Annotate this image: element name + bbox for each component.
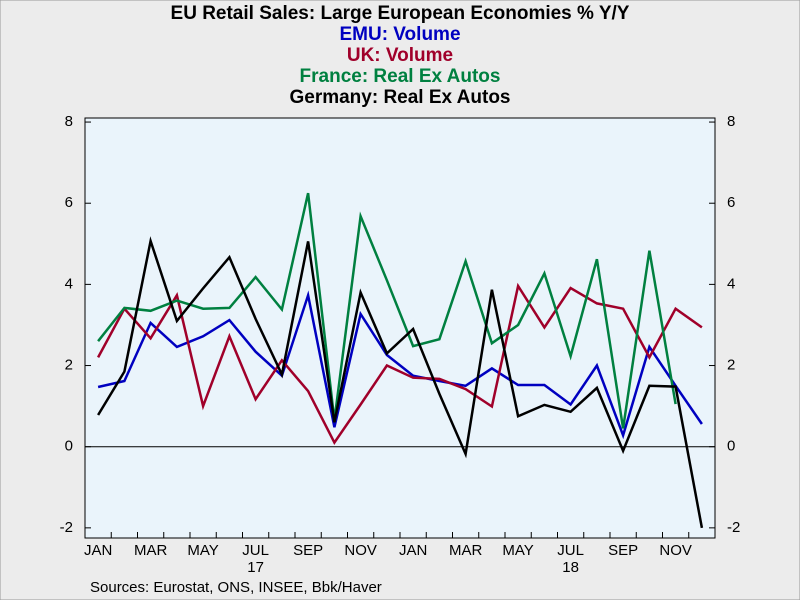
y-tick-label: 6 — [65, 194, 73, 211]
x-tick-label: MAR — [134, 542, 168, 559]
x-tick-label: JUL — [557, 542, 584, 559]
x-tick-label: SEP — [293, 542, 323, 559]
x-tick-label: MAY — [502, 542, 533, 559]
x-tick-label: SEP — [608, 542, 638, 559]
x-tick-label: JUL — [242, 542, 269, 559]
x-tick-label: MAR — [449, 542, 483, 559]
x-tick-label: NOV — [659, 542, 692, 559]
year-label: 18 — [562, 559, 579, 576]
y2-tick-label: 4 — [727, 275, 735, 292]
legend-entry: UK: Volume — [347, 45, 453, 66]
y-tick-label: 8 — [65, 113, 73, 130]
series-line — [97, 236, 704, 529]
y2-tick-label: 6 — [727, 194, 735, 211]
legend-entry: France: Real Ex Autos — [300, 66, 501, 87]
x-tick-label: JAN — [399, 542, 427, 559]
y-tick-label: 4 — [65, 275, 73, 292]
y-tick-label: 0 — [65, 438, 73, 455]
series-line — [97, 282, 703, 446]
legend-entry: EMU: Volume — [339, 24, 460, 45]
y2-tick-label: 0 — [727, 438, 735, 455]
y-tick-label: 2 — [65, 357, 73, 374]
y-tick-label: -2 — [60, 519, 73, 536]
series-line — [97, 192, 677, 429]
x-tick-label: NOV — [344, 542, 377, 559]
y2-tick-label: 2 — [727, 357, 735, 374]
y2-tick-label: -2 — [727, 519, 740, 536]
y2-tick-label: 8 — [727, 113, 735, 130]
legend-entry: Germany: Real Ex Autos — [289, 87, 510, 108]
series-line — [97, 290, 703, 440]
x-tick-label: JAN — [84, 542, 112, 559]
source: Sources: Eurostat, ONS, INSEE, Bbk/Haver — [90, 579, 382, 596]
plot-area — [84, 117, 716, 539]
year-label: 17 — [247, 559, 264, 576]
chart-title: EU Retail Sales: Large European Economie… — [171, 3, 630, 24]
x-tick-label: MAY — [187, 542, 218, 559]
